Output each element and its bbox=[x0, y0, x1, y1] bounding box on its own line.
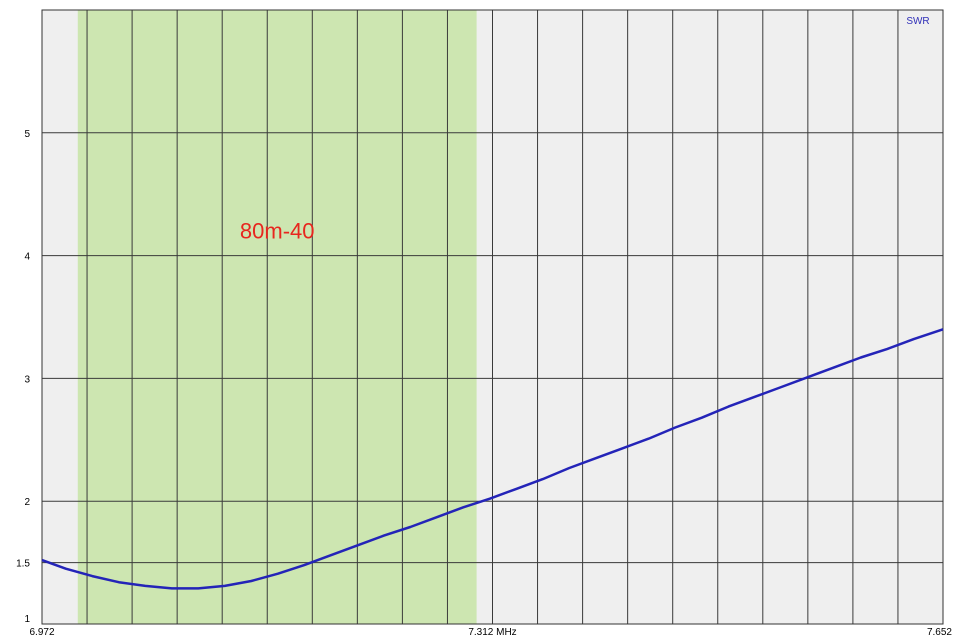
x-tick-label: 6.972 bbox=[29, 627, 54, 638]
grid-lines bbox=[42, 10, 943, 624]
y-tick-label: 2 bbox=[24, 497, 30, 508]
x-tick-label: 7.652 bbox=[927, 627, 952, 638]
y-tick-label: 4 bbox=[24, 252, 30, 263]
y-tick-label: 3 bbox=[24, 374, 30, 385]
x-tick-label: 7.312 MHz bbox=[468, 627, 516, 638]
y-tick-label: 5 bbox=[24, 129, 30, 140]
x-axis-ticks: 6.972 7.312 MHz 7.652 bbox=[29, 627, 952, 638]
swr-series-line bbox=[41, 328, 944, 590]
y-tick-label: 1.5 bbox=[16, 559, 30, 570]
plot-frame bbox=[41, 9, 944, 625]
y-axis-ticks: 1 1.5 2 3 4 5 bbox=[16, 129, 30, 625]
band-label: 80m-40 bbox=[240, 218, 315, 243]
band-highlight bbox=[77, 10, 477, 624]
legend-swr: SWR bbox=[906, 16, 929, 27]
y-tick-label: 1 bbox=[24, 614, 30, 625]
